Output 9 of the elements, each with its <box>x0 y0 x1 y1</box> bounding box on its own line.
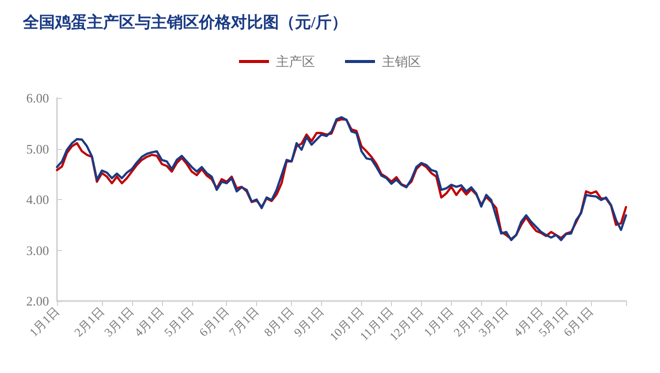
y-tick-label: 3.00 <box>26 242 49 258</box>
y-tick-label: 2.00 <box>26 294 49 308</box>
y-tick-label: 5.00 <box>26 141 49 156</box>
legend-label: 主产区 <box>276 54 315 69</box>
chart-title: 全国鸡蛋主产区与主销区价格对比图（元/斤） <box>22 12 348 32</box>
y-tick-label: 6.00 <box>26 90 49 106</box>
legend-label: 主销区 <box>382 54 421 69</box>
y-tick-label: 4.00 <box>26 192 49 207</box>
x-tick-label: 2月1日 <box>72 304 107 340</box>
